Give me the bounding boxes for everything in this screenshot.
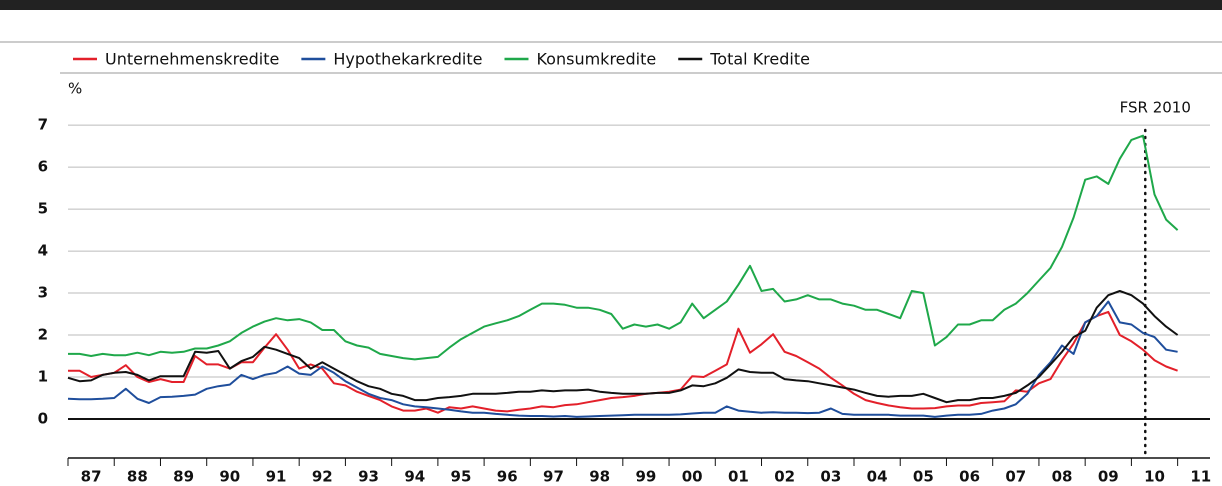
x-tick-label: 11 <box>1190 468 1211 486</box>
x-tick-label: 90 <box>219 468 240 486</box>
x-tick-label: 04 <box>867 468 888 486</box>
series-line <box>67 290 1179 404</box>
legend-label: Total Kredite <box>709 50 810 69</box>
y-tick-label: 2 <box>38 326 48 344</box>
x-tick-label: 06 <box>959 468 980 486</box>
x-tick-label: 88 <box>127 468 148 486</box>
x-tick-label: 10 <box>1144 468 1165 486</box>
top-band <box>0 0 1222 10</box>
x-tick-label: 89 <box>173 468 194 486</box>
x-tick-label: 08 <box>1052 468 1073 486</box>
y-tick-label: 3 <box>38 284 48 302</box>
x-tick-label: 98 <box>589 468 610 486</box>
x-tick-label: 09 <box>1098 468 1119 486</box>
x-tick-label: 95 <box>451 468 472 486</box>
y-tick-label: 7 <box>38 116 48 134</box>
x-tick-label: 87 <box>81 468 102 486</box>
x-tick-label: 96 <box>497 468 518 486</box>
y-tick-label: 0 <box>38 409 48 427</box>
x-tick-label: 91 <box>266 468 287 486</box>
legend-label: Hypothekarkredite <box>333 50 482 69</box>
x-tick-label: 94 <box>404 468 425 486</box>
y-tick-label: 6 <box>38 158 48 176</box>
x-tick-label: 01 <box>728 468 749 486</box>
x-tick-label: 93 <box>358 468 379 486</box>
series-line <box>68 310 1178 414</box>
legend-label: Konsumkredite <box>536 50 656 69</box>
legend-label: Unternehmenskredite <box>105 50 279 69</box>
x-tick-label: 05 <box>913 468 934 486</box>
x-tick-label: 03 <box>820 468 841 486</box>
x-tick-label: 92 <box>312 468 333 486</box>
x-tick-label: 99 <box>635 468 656 486</box>
x-tick-label: 00 <box>682 468 703 486</box>
y-tick-label: 4 <box>38 242 48 260</box>
x-tick-label: 07 <box>1005 468 1026 486</box>
x-tick-label: 02 <box>774 468 795 486</box>
y-unit: % <box>68 80 82 98</box>
series-line <box>68 134 1179 361</box>
series-line <box>67 300 1178 418</box>
y-tick-label: 5 <box>38 200 48 218</box>
x-tick-label: 97 <box>543 468 564 486</box>
annotation-text: FSR 2010 <box>1120 99 1191 117</box>
y-tick-label: 1 <box>38 367 48 385</box>
